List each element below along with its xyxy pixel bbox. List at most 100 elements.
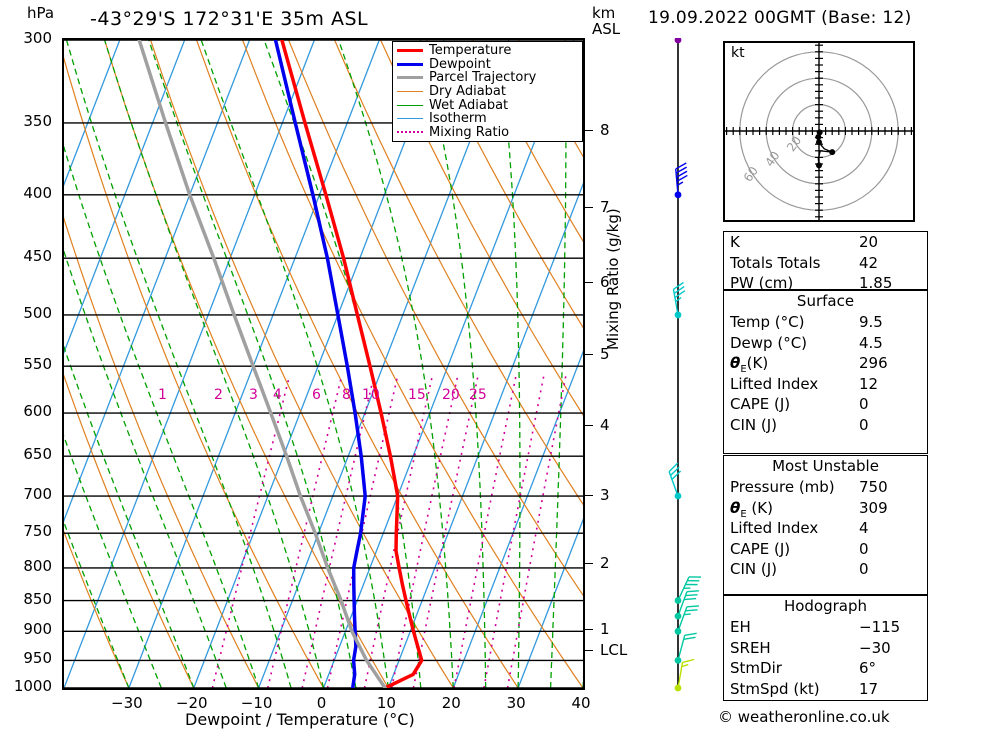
info-row-key: Lifted Index — [730, 374, 819, 393]
height-tick — [585, 281, 593, 283]
legend-label: Mixing Ratio — [429, 124, 510, 140]
mixing-ratio-label: 3 — [249, 387, 258, 404]
info-row-key: Lifted Index — [730, 519, 819, 537]
temperature-tick-label: −20 — [175, 694, 208, 712]
skewt-background-lines — [64, 40, 583, 688]
panel-title: Surface — [796, 292, 855, 310]
height-tick-label: 5 — [600, 345, 610, 364]
legend-label: Wet Adiabat — [429, 97, 509, 113]
info-row: Temp (°C) 9.5 — [724, 312, 927, 333]
legend-swatch — [397, 118, 423, 120]
temperature-tick-label: 20 — [441, 694, 461, 712]
info-row: K 20 — [724, 232, 927, 253]
page-title: -43°29'S 172°31'E 35m ASL — [90, 8, 369, 30]
info-row-key: CAPE (J) — [730, 539, 791, 558]
legend-label: Temperature — [429, 43, 512, 59]
model-run-title: 19.09.2022 00GMT (Base: 12) — [648, 8, 912, 28]
legend-swatch — [397, 49, 423, 53]
info-row: CAPE (J) 0 — [724, 539, 927, 560]
info-row: StmDir 6° — [724, 658, 927, 679]
temperature-tick-label: −10 — [240, 694, 273, 712]
temperature-tick-label: 40 — [571, 694, 591, 712]
info-row-key: Dewp (°C) — [730, 333, 808, 352]
mixing-ratio-label: 6 — [312, 387, 321, 404]
height-tick-label: 3 — [600, 485, 610, 504]
height-tick-label: 1 — [600, 619, 610, 638]
info-row-key: CIN (J) — [730, 560, 778, 578]
info-row-value: 296 — [859, 354, 888, 372]
x-axis-title: Dewpoint / Temperature (°C) — [185, 710, 415, 729]
info-row-key: K — [730, 233, 740, 251]
copyright-notice: © weatheronline.co.uk — [718, 708, 890, 726]
info-row: Lifted Index 12 — [724, 374, 927, 395]
info-row: StmSpd (kt) 17 — [724, 679, 927, 700]
info-row-value: 0 — [859, 560, 869, 578]
info-row: EH −115 — [724, 617, 927, 638]
asl-unit-label: ASL — [592, 20, 621, 38]
legend-swatch — [397, 62, 423, 66]
legend-item: Temperature — [397, 44, 578, 58]
pressure-tick-label: 650 — [23, 445, 52, 464]
legend-swatch — [397, 76, 423, 80]
sounding-profile-lines — [137, 40, 424, 688]
temperature-tick-label: −30 — [111, 694, 143, 712]
temperature-tick-label: 30 — [506, 694, 526, 712]
hodograph-stats-panel: Hodograph EH −115 SREH −30 StmDir 6° StmSpd (kt… — [723, 595, 928, 701]
mixing-ratio-label: 10 — [362, 387, 380, 404]
pressure-tick-label: 750 — [23, 522, 52, 541]
height-tick-label: 8 — [600, 121, 610, 140]
info-row-value: 20 — [859, 233, 879, 251]
legend-label: Dry Adiabat — [429, 84, 506, 100]
info-row: θE (K) 309 — [724, 498, 927, 520]
info-row-value: 9.5 — [859, 313, 883, 331]
stability-indices-panel: K 20 Totals Totals 42 PW (cm) 1.85 — [723, 231, 928, 292]
hodograph-unit-label: kt — [731, 45, 745, 61]
height-tick — [585, 207, 593, 209]
pressure-unit-label: hPa — [27, 4, 55, 22]
info-row-key-text: (K) — [746, 354, 769, 372]
height-tick-label: 4 — [600, 416, 610, 435]
info-row-key: Pressure (mb) — [730, 478, 835, 496]
info-row-key: Totals Totals — [730, 253, 821, 272]
info-row: CIN (J) 0 — [724, 415, 927, 436]
lcl-tick — [585, 649, 593, 651]
info-row-key: StmSpd (kt) — [730, 679, 820, 698]
temperature-tick-label: 10 — [376, 694, 396, 712]
info-row: θE(K) 296 — [724, 353, 927, 375]
height-tick-label: 2 — [600, 553, 610, 572]
height-tick — [585, 130, 593, 132]
mixing-ratio-label: 8 — [342, 387, 351, 404]
info-row-value: 17 — [859, 679, 879, 698]
info-row-value: 42 — [859, 253, 879, 272]
height-tick — [585, 354, 593, 356]
info-row-value: 0 — [859, 395, 869, 413]
info-row-value: 6° — [859, 659, 877, 677]
lcl-label: LCL — [600, 640, 628, 659]
wind-barb-column — [668, 38, 702, 692]
mixing-ratio-label: 4 — [273, 387, 282, 404]
pressure-tick-label: 350 — [23, 111, 52, 130]
legend-label: Isotherm — [429, 111, 487, 127]
height-tick — [585, 628, 593, 630]
info-row-key: SREH — [730, 638, 771, 657]
info-row-key: EH — [730, 618, 751, 636]
info-row-key: StmDir — [730, 659, 782, 677]
legend-item: Parcel Trajectory — [397, 71, 578, 85]
pressure-tick-label: 400 — [23, 183, 52, 202]
info-row-value: −30 — [859, 638, 891, 657]
panel-title: Most Unstable — [772, 457, 879, 475]
legend-label: Dewpoint — [429, 56, 491, 72]
mixing-ratio-axis-title: Mixing Ratio (g/kg) — [604, 208, 622, 350]
height-tick — [585, 425, 593, 427]
info-row-value: 4.5 — [859, 333, 883, 352]
height-tick-label: 7 — [600, 198, 610, 217]
mixing-ratio-label: 25 — [469, 387, 487, 404]
legend-swatch — [397, 91, 423, 93]
info-row-key-text: (K) — [746, 498, 773, 517]
info-row-value: 0 — [859, 415, 869, 434]
info-row-value: 0 — [859, 539, 869, 558]
info-row: Lifted Index 4 — [724, 518, 927, 539]
height-unit-label: km — [592, 4, 616, 22]
legend-item: Mixing Ratio — [397, 126, 578, 140]
info-row-value: 4 — [859, 519, 869, 537]
